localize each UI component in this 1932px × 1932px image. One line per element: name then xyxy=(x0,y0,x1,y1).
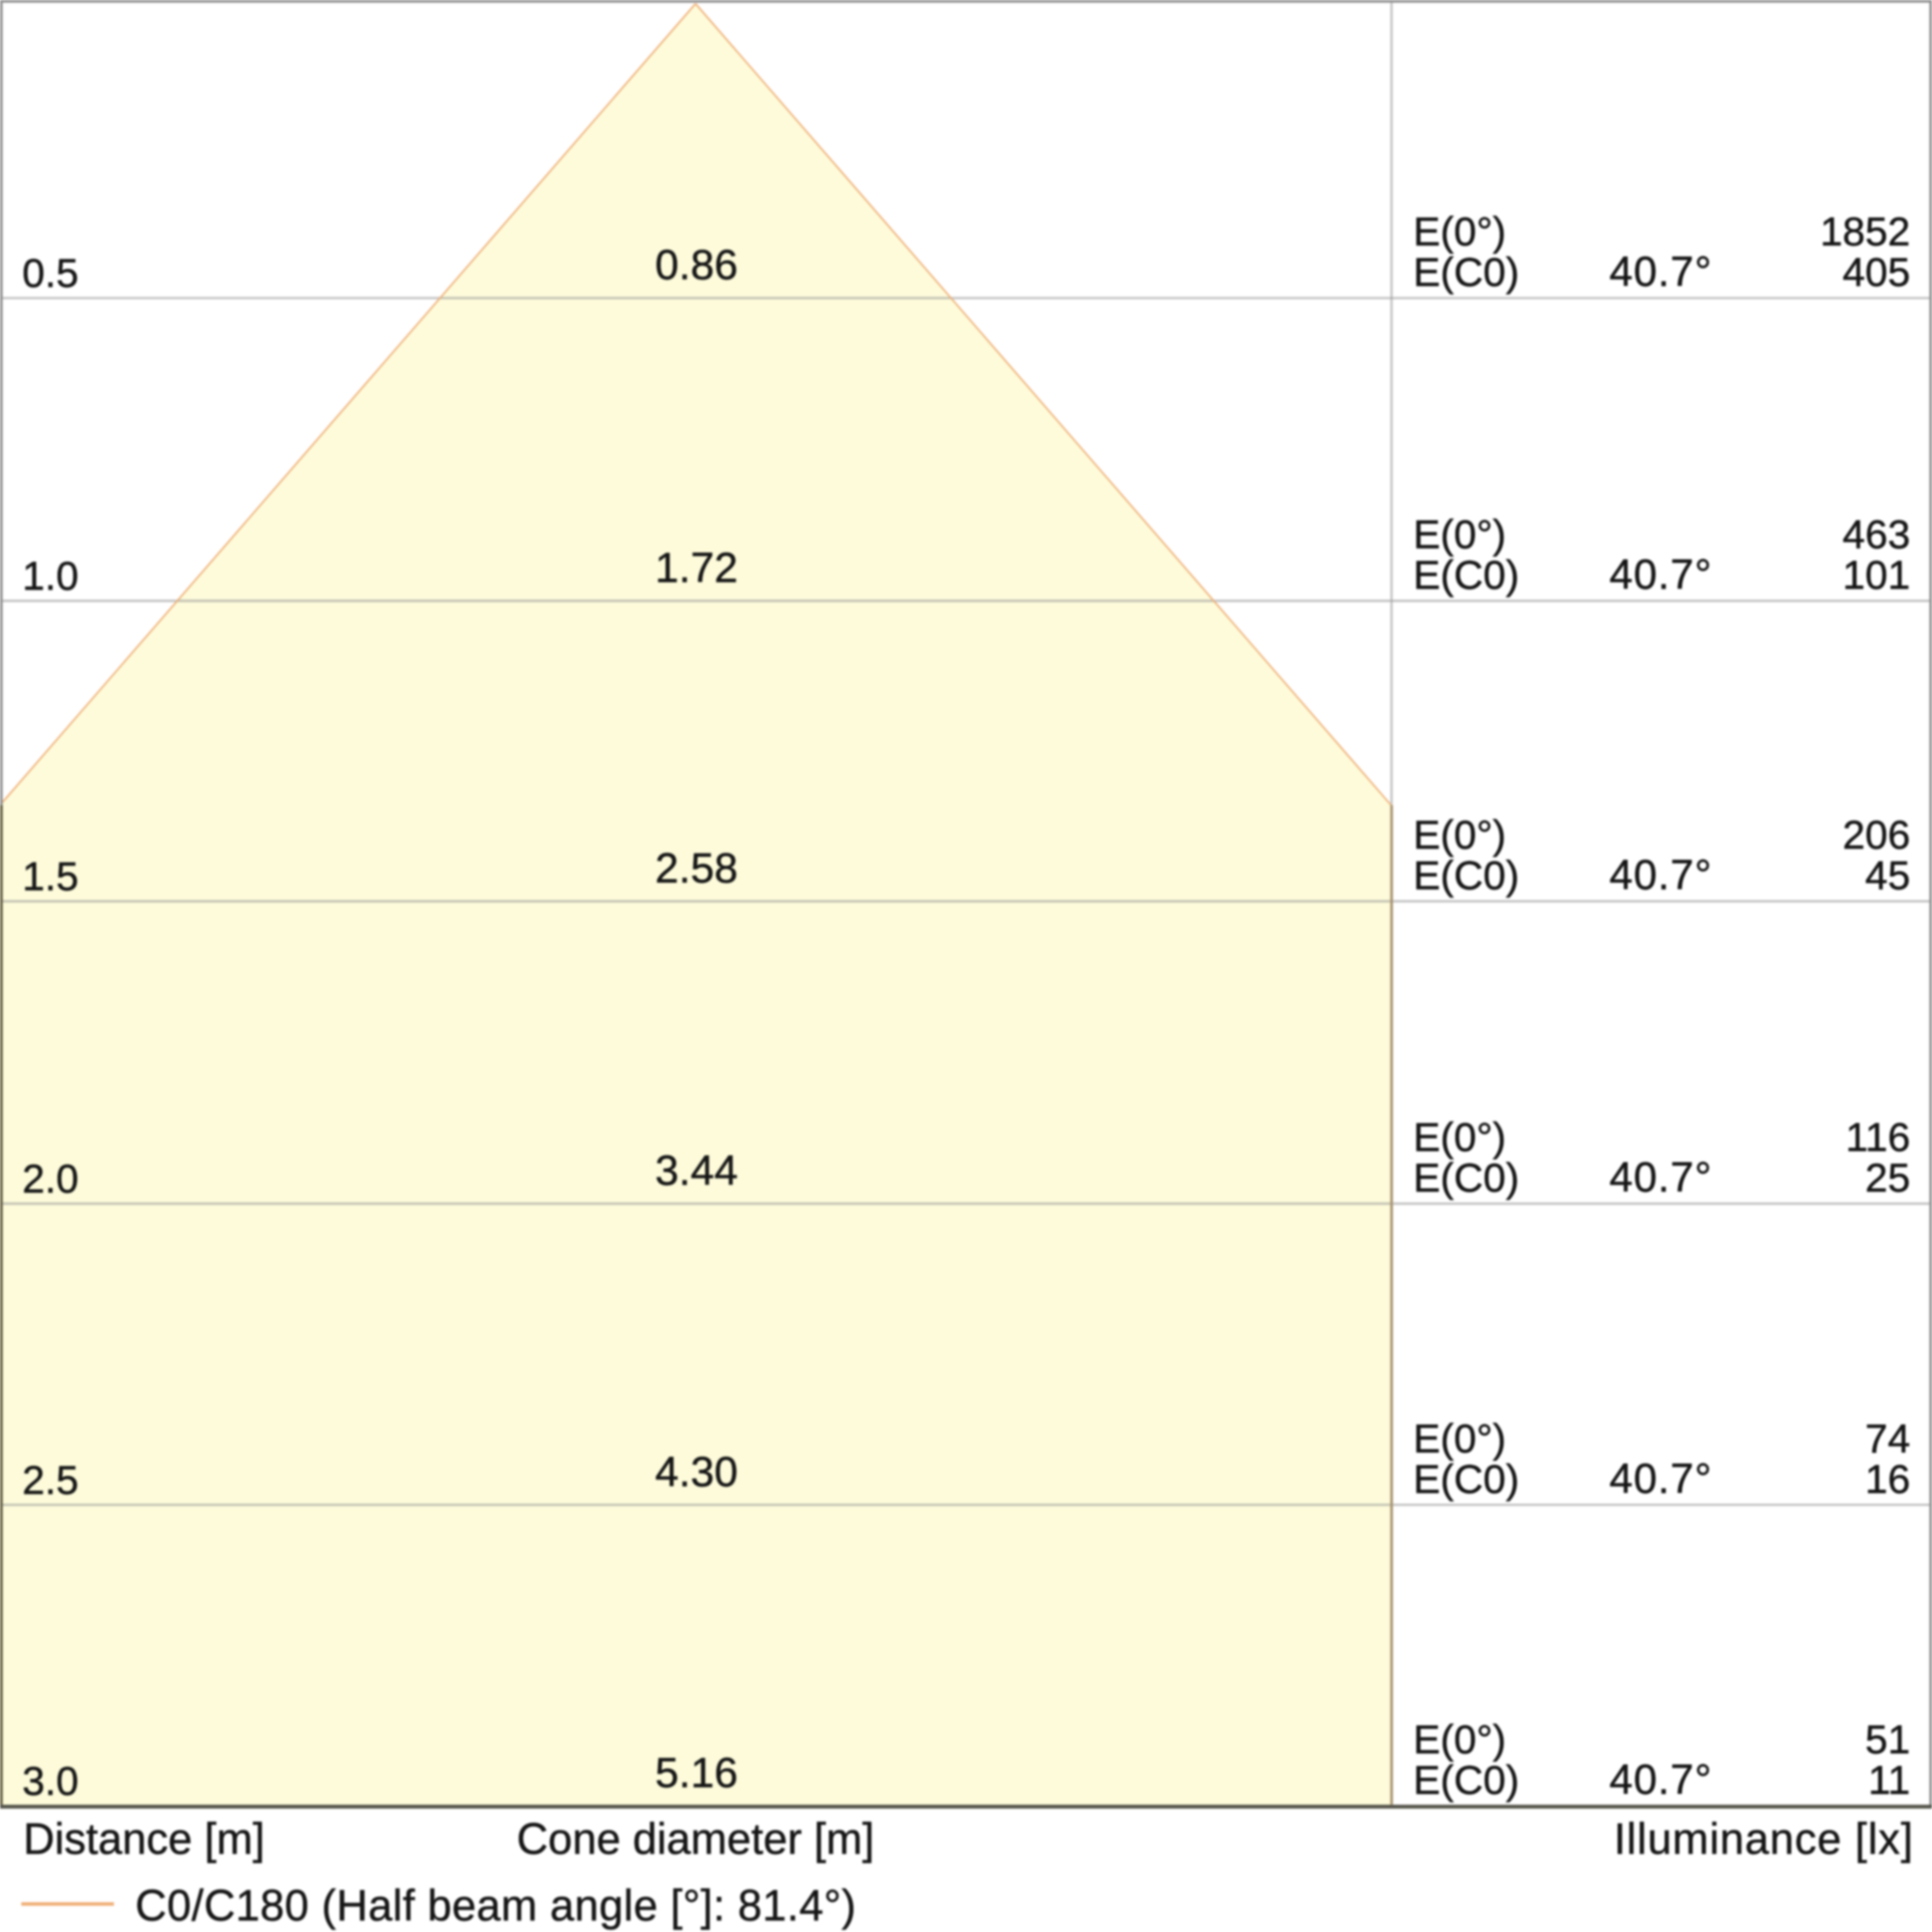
svg-text:1852: 1852 xyxy=(1820,209,1910,254)
svg-text:40.7°: 40.7° xyxy=(1609,1757,1713,1804)
svg-text:E(C0): E(C0) xyxy=(1413,1757,1520,1803)
svg-text:E(C0): E(C0) xyxy=(1413,853,1520,898)
svg-text:463: 463 xyxy=(1842,512,1910,557)
svg-text:E(0°): E(0°) xyxy=(1413,512,1506,557)
svg-text:E(C0): E(C0) xyxy=(1413,1456,1520,1501)
svg-text:2.58: 2.58 xyxy=(655,845,738,893)
svg-text:40.7°: 40.7° xyxy=(1609,853,1713,899)
svg-text:405: 405 xyxy=(1842,249,1910,295)
svg-text:40.7°: 40.7° xyxy=(1609,1155,1713,1202)
svg-text:2.0: 2.0 xyxy=(22,1156,78,1202)
svg-text:3.44: 3.44 xyxy=(655,1148,738,1195)
svg-text:E(C0): E(C0) xyxy=(1413,1155,1520,1201)
svg-text:40.7°: 40.7° xyxy=(1609,553,1713,599)
svg-text:3.0: 3.0 xyxy=(22,1758,78,1804)
svg-text:E(C0): E(C0) xyxy=(1413,553,1520,598)
svg-text:11: 11 xyxy=(1868,1757,1911,1803)
svg-text:C0/C180 (Half beam angle [°]:: C0/C180 (Half beam angle [°]: 81.4°) xyxy=(135,1881,856,1930)
svg-text:40.7°: 40.7° xyxy=(1609,249,1713,296)
svg-text:116: 116 xyxy=(1846,1115,1911,1160)
svg-text:16: 16 xyxy=(1865,1456,1911,1501)
svg-text:2.5: 2.5 xyxy=(22,1457,78,1502)
svg-text:74: 74 xyxy=(1865,1415,1911,1461)
svg-text:E(0°): E(0°) xyxy=(1413,209,1506,254)
svg-text:E(0°): E(0°) xyxy=(1413,1415,1506,1461)
svg-text:Illuminance [lx]: Illuminance [lx] xyxy=(1614,1814,1914,1863)
svg-text:40.7°: 40.7° xyxy=(1609,1456,1713,1502)
svg-text:E(0°): E(0°) xyxy=(1413,1717,1506,1762)
svg-text:0.5: 0.5 xyxy=(22,250,78,296)
svg-text:E(C0): E(C0) xyxy=(1413,249,1520,295)
svg-text:Cone diameter [m]: Cone diameter [m] xyxy=(517,1814,874,1863)
svg-text:206: 206 xyxy=(1842,812,1910,858)
svg-text:Distance [m]: Distance [m] xyxy=(23,1814,265,1863)
svg-text:51: 51 xyxy=(1865,1717,1911,1762)
svg-text:1.5: 1.5 xyxy=(22,854,78,899)
svg-text:0.86: 0.86 xyxy=(655,242,738,289)
svg-text:25: 25 xyxy=(1865,1155,1911,1201)
svg-text:E(0°): E(0°) xyxy=(1413,1115,1506,1160)
svg-text:1.72: 1.72 xyxy=(655,545,738,592)
svg-text:45: 45 xyxy=(1865,853,1911,898)
svg-text:E(0°): E(0°) xyxy=(1413,812,1506,858)
svg-text:5.16: 5.16 xyxy=(655,1749,738,1797)
svg-text:1.0: 1.0 xyxy=(22,554,78,599)
svg-text:4.30: 4.30 xyxy=(655,1448,738,1495)
svg-text:101: 101 xyxy=(1842,553,1910,598)
